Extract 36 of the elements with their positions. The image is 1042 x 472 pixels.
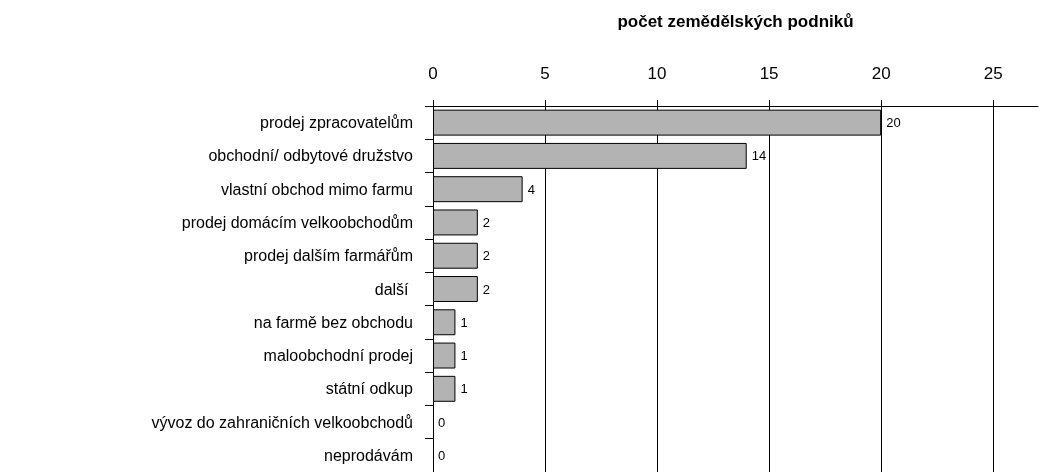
data-label: 1 (460, 314, 468, 330)
data-label: 2 (482, 281, 491, 297)
bar (433, 309, 456, 336)
data-label: 0 (438, 414, 446, 430)
data-label: 0 (438, 447, 446, 463)
x-tick-label: 0 (428, 64, 438, 83)
data-label: 2 (482, 214, 491, 230)
data-label: 2 (482, 248, 491, 264)
bar (433, 209, 478, 236)
y-tick-label: prodej dalším farmářům (244, 247, 413, 265)
x-tick-label: 5 (540, 64, 550, 83)
x-tick-label: 15 (759, 64, 779, 83)
bar (433, 242, 478, 269)
bar (433, 342, 456, 369)
data-label: 20 (886, 115, 901, 131)
y-tick-label: vlastní obchod mimo farmu (220, 180, 413, 198)
data-label: 1 (460, 381, 468, 397)
bar (433, 176, 523, 203)
bar (433, 375, 456, 402)
y-tick-label: obchodní/ odbytové družstvo (208, 147, 414, 165)
data-label: 1 (460, 348, 468, 364)
data-label: 4 (527, 181, 535, 197)
x-axis-title: počet zemědělských podniků (617, 12, 854, 31)
y-tick-label: neprodávám (324, 446, 413, 464)
data-label: 14 (751, 148, 767, 164)
y-tick-label: prodej zpracovatelům (260, 114, 413, 132)
y-tick-label: prodej domácím velkoobchodům (181, 213, 413, 231)
y-tick-label: maloobchodní prodej (263, 347, 413, 365)
y-tick-label: vývoz do zahraničních velkoobchodů (151, 413, 413, 431)
y-tick-label: státní odkup (325, 380, 414, 398)
x-tick-label: 10 (647, 64, 667, 83)
y-tick-label: další (374, 280, 413, 298)
x-tick-label: 20 (871, 64, 891, 83)
y-tick-label: na farmě bez obchodu (253, 313, 413, 331)
bar (433, 276, 478, 302)
x-tick-label: 25 (983, 64, 1003, 83)
